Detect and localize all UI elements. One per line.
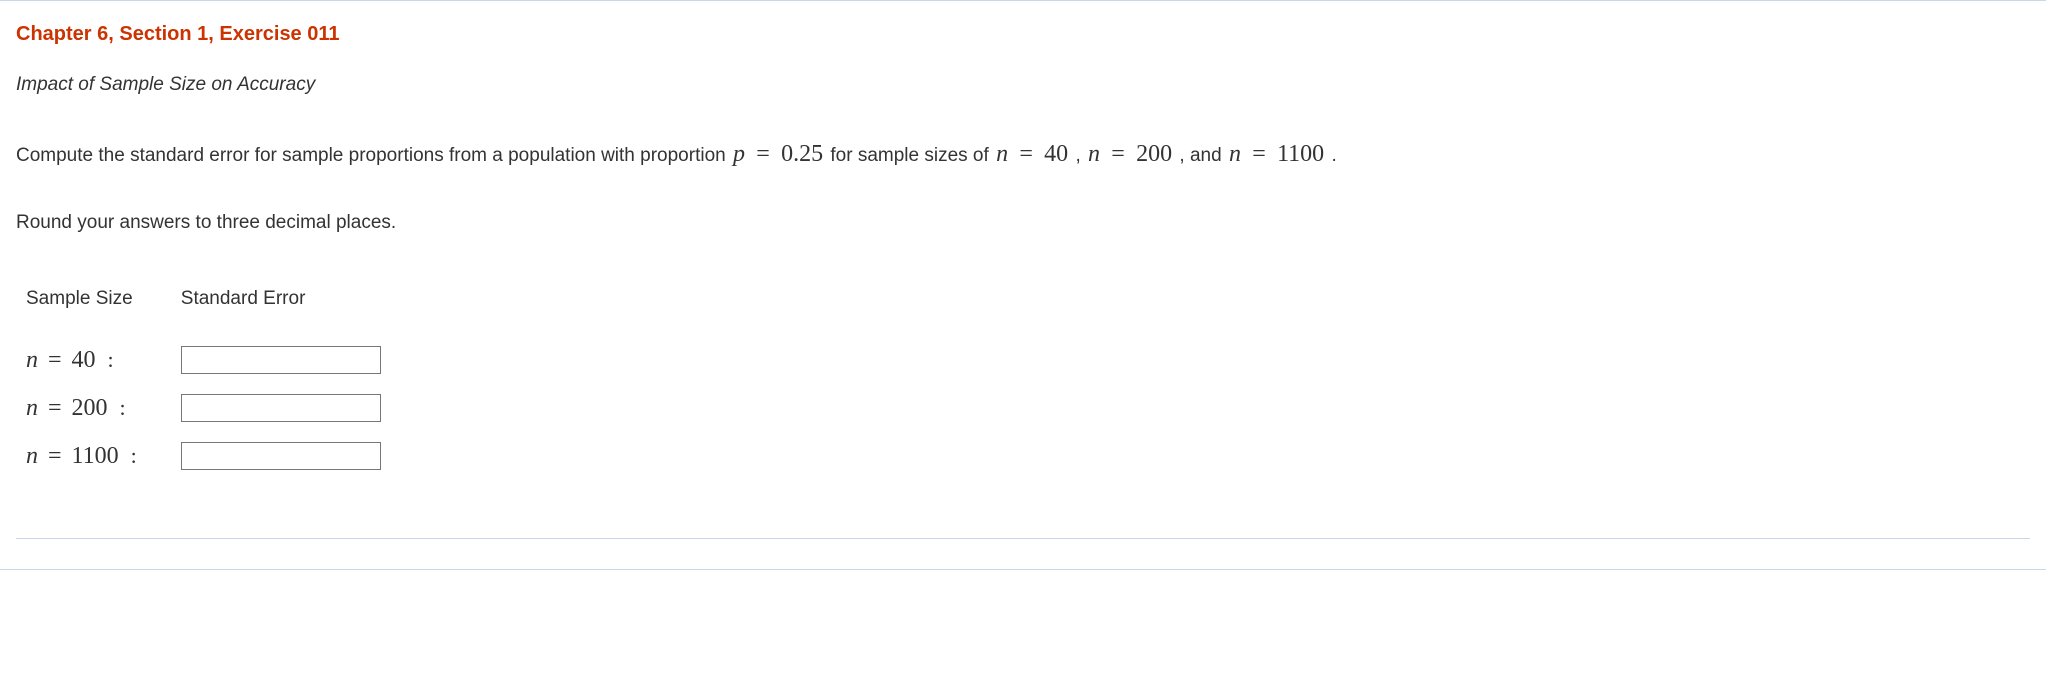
row-input-cell (181, 336, 425, 384)
row-label-n1100: n = 1100 : (26, 432, 181, 480)
exercise-heading: Chapter 6, Section 1, Exercise 011 (16, 23, 2030, 46)
answer-table: Sample Size Standard Error n = 40 : n = (26, 288, 425, 480)
col-header-sample-size: Sample Size (26, 288, 181, 336)
bottom-divider (16, 538, 2030, 539)
standard-error-input-n200[interactable] (181, 394, 381, 422)
row-n-var: n (26, 347, 38, 373)
row-colon: : (125, 443, 137, 468)
table-header-row: Sample Size Standard Error (26, 288, 425, 336)
math-eq-4: = (1248, 141, 1270, 167)
col-header-standard-error: Standard Error (181, 288, 425, 336)
math-p-val: 0.25 (779, 141, 825, 167)
math-n-var-3: n (1227, 141, 1243, 167)
math-n-var-2: n (1086, 141, 1102, 167)
row-n-var: n (26, 443, 38, 469)
row-input-cell (181, 384, 425, 432)
instruction-comma-and: , and (1179, 145, 1227, 166)
row-input-cell (181, 432, 425, 480)
rounding-note: Round your answers to three decimal plac… (16, 212, 2030, 234)
exercise-panel: Chapter 6, Section 1, Exercise 011 Impac… (0, 0, 2046, 570)
exercise-subtitle: Impact of Sample Size on Accuracy (16, 74, 2030, 96)
math-n2-val: 200 (1134, 141, 1174, 167)
math-p-var: p (731, 141, 747, 167)
row-label-n40: n = 40 : (26, 336, 181, 384)
math-eq-2: = (1015, 141, 1037, 167)
row-label-n200: n = 200 : (26, 384, 181, 432)
instruction-mid1: for sample sizes of (830, 145, 994, 166)
instruction-period: . (1331, 145, 1336, 166)
math-n-var-1: n (994, 141, 1010, 167)
row-n-val: 1100 (72, 443, 119, 469)
math-eq-1: = (752, 141, 774, 167)
instruction-text: Compute the standard error for sample pr… (16, 138, 2030, 170)
math-n3-val: 1100 (1275, 141, 1326, 167)
instruction-pre: Compute the standard error for sample pr… (16, 145, 731, 166)
row-eq: = (44, 347, 66, 373)
math-eq-3: = (1107, 141, 1129, 167)
row-colon: : (102, 347, 114, 372)
table-row: n = 1100 : (26, 432, 425, 480)
table-row: n = 200 : (26, 384, 425, 432)
standard-error-input-n40[interactable] (181, 346, 381, 374)
row-n-val: 200 (72, 395, 108, 421)
table-row: n = 40 : (26, 336, 425, 384)
row-eq: = (44, 443, 66, 469)
row-colon: : (114, 395, 126, 420)
math-n1-val: 40 (1042, 141, 1070, 167)
row-eq: = (44, 395, 66, 421)
row-n-val: 40 (72, 347, 96, 373)
row-n-var: n (26, 395, 38, 421)
instruction-comma1: , (1075, 145, 1086, 166)
standard-error-input-n1100[interactable] (181, 442, 381, 470)
